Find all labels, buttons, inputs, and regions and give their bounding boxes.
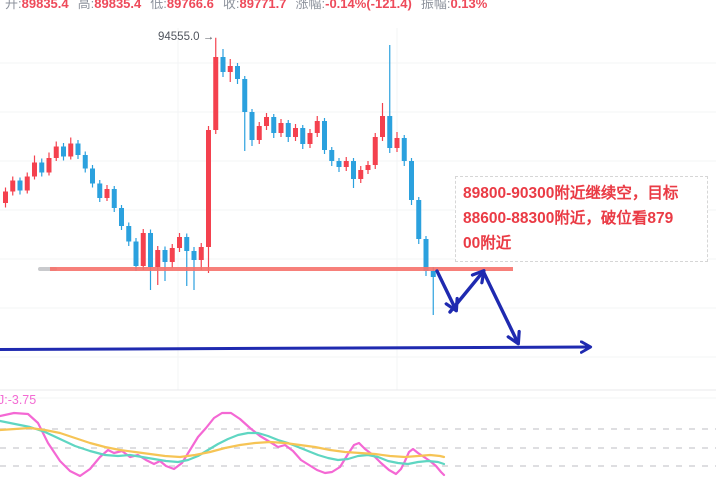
annotation-line-3: 00附近 (463, 235, 512, 252)
high-label: 高: (77, 0, 95, 11)
open-label: 开: (5, 0, 22, 11)
change-label: 涨幅: (295, 0, 326, 11)
close-label: 收: (222, 0, 240, 11)
forecast-zigzag-arrows[interactable] (435, 271, 517, 341)
open-value: 89835.4 (21, 0, 69, 11)
kdj-indicator-lines (0, 411, 446, 477)
annotation-line-1: 89800-90300附近继续空，目标 (463, 185, 679, 202)
high-value: 89835.4 (94, 0, 142, 11)
close-value: 89771.7 (239, 0, 287, 11)
low-value: 89766.6 (166, 0, 214, 11)
ohlc-info-bar: 开:89835.4 高:89835.4 低:89766.6 收:89771.7 涨幅:-… (5, 0, 496, 12)
amplitude-value: 0.13% (450, 0, 488, 11)
annotation-line-2: 88600-88300附近，破位看879 (463, 210, 674, 227)
candlestick-layer (3, 37, 436, 315)
low-label: 低: (150, 0, 167, 11)
peak-price-label: 94555.0 → (158, 31, 215, 43)
grid-layer (0, 28, 716, 467)
amplitude-label: 振幅: (420, 0, 451, 11)
annotation-note[interactable]: 89800-90300附近继续空，目标 88600-88300附近，破位看879… (455, 176, 708, 262)
trend-arrow-line[interactable] (0, 347, 588, 350)
change-value: -0.14%(-121.4) (325, 0, 412, 11)
support-resistance-line[interactable] (38, 267, 513, 271)
kdj-value-label: J:-3.75 (0, 393, 37, 407)
